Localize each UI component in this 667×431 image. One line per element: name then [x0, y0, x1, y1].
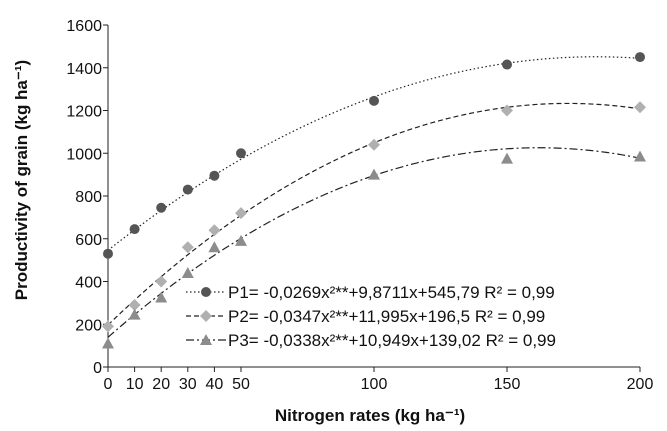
y-tick-label: 400 [75, 275, 102, 292]
y-axis-label: Productivity of grain (kg ha⁻¹) [12, 60, 31, 300]
data-point-p3 [155, 291, 168, 303]
x-tick-label: 200 [627, 376, 654, 393]
y-tick-label: 800 [75, 189, 102, 206]
data-point-p1 [635, 52, 645, 63]
data-point-p1 [502, 59, 512, 70]
data-point-p2 [634, 101, 646, 114]
data-point-p2 [128, 299, 141, 312]
x-tick-label: 50 [232, 376, 250, 393]
data-point-p3 [368, 168, 380, 180]
data-points [102, 52, 646, 349]
data-point-p3 [501, 152, 513, 164]
data-point-p2 [235, 207, 247, 220]
fit-curve-p3 [107, 147, 641, 338]
data-point-p2 [181, 241, 194, 254]
y-tick-label: 600 [75, 232, 102, 249]
y-tick-label: 0 [93, 360, 102, 377]
data-point-p3 [102, 337, 114, 349]
data-point-p1 [129, 224, 140, 235]
y-tick-labels: 0 200 400 600 800 1000 1200 1400 1600 [66, 18, 102, 377]
x-tick-label: 40 [206, 376, 224, 393]
y-tick-label: 1400 [66, 61, 102, 78]
legend-entry-p2: P2= -0,0347x²**+11,995x+196,5 R² = 0,99 [228, 307, 545, 326]
data-point-p3 [634, 150, 646, 162]
axes [103, 24, 641, 372]
x-tick-label: 30 [179, 376, 197, 393]
legend-marker-p1 [201, 287, 211, 297]
x-tick-label: 100 [361, 376, 388, 393]
data-point-p3 [181, 266, 194, 278]
x-tick-label: 150 [494, 376, 521, 393]
data-point-p2 [208, 224, 221, 237]
data-point-p3 [208, 241, 221, 253]
legend-entry-p3: P3= -0,0338x²**+10,949x+139,02 R² = 0,99 [228, 331, 556, 350]
data-point-p2 [155, 275, 168, 288]
data-point-p2 [368, 138, 380, 151]
data-point-p1 [209, 170, 220, 181]
y-tick-label: 1600 [66, 18, 102, 35]
legend: P1= -0,0269x²**+9,8711x+545,79 R² = 0,99… [186, 283, 556, 350]
data-point-p1 [156, 202, 167, 213]
data-point-p1 [236, 148, 246, 159]
legend-marker-p3 [200, 334, 212, 345]
data-point-p2 [501, 104, 513, 117]
data-point-p3 [235, 234, 247, 246]
data-point-p3 [128, 308, 141, 320]
fit-curve-p1 [107, 56, 641, 251]
x-axis-label: Nitrogen rates (kg ha⁻¹) [275, 406, 465, 425]
data-point-p1 [369, 95, 379, 106]
y-tick-label: 200 [75, 317, 102, 334]
legend-entry-p1: P1= -0,0269x²**+9,8711x+545,79 R² = 0,99 [228, 283, 555, 302]
data-point-p1 [182, 184, 193, 195]
x-tick-label: 20 [152, 376, 170, 393]
y-tick-label: 1200 [66, 104, 102, 121]
data-point-p2 [102, 320, 114, 333]
y-tick-label: 1000 [66, 146, 102, 163]
legend-marker-p2 [200, 310, 212, 322]
x-tick-labels: 0 10 20 30 40 50 100 150 200 [104, 376, 654, 393]
data-point-p1 [103, 248, 113, 259]
x-tick-label: 0 [104, 376, 113, 393]
x-tick-label: 10 [126, 376, 144, 393]
